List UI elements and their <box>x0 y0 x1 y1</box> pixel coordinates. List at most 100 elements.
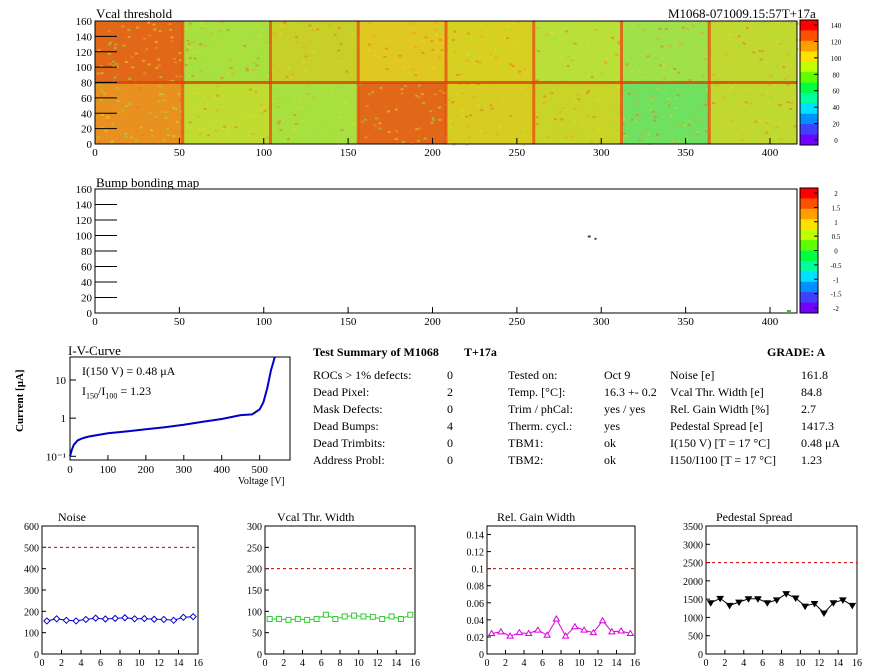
pixel-speckle <box>646 55 650 58</box>
pixel-speckle <box>401 141 405 144</box>
pixel-speckle <box>368 131 372 134</box>
pixel-speckle <box>542 101 546 104</box>
pixel-speckle <box>546 78 550 81</box>
ytick-label: 0.14 <box>467 531 485 542</box>
pixel-speckle <box>465 115 469 118</box>
pixel-speckle <box>630 57 634 60</box>
pixel-speckle <box>209 32 213 35</box>
pixel-speckle <box>96 136 100 139</box>
pixel-speckle <box>156 58 160 61</box>
xtick-label: 14 <box>391 658 401 669</box>
pixel-speckle <box>312 96 316 99</box>
pixel-speckle <box>100 114 104 117</box>
xtick-label: 6 <box>319 658 324 669</box>
data-point <box>52 615 61 623</box>
pixel-speckle <box>203 45 207 48</box>
pixel-speckle <box>413 31 417 34</box>
pixel-speckle <box>740 138 744 141</box>
pixel-speckle <box>614 78 618 81</box>
pixel-speckle <box>570 59 574 62</box>
data-point <box>351 612 358 619</box>
pixel-speckle <box>467 136 471 139</box>
pixel-speckle <box>765 60 769 63</box>
pixel-speckle <box>417 49 421 52</box>
pixel-speckle <box>311 130 315 133</box>
pixel-speckle <box>545 34 549 37</box>
pixel-speckle <box>365 105 369 108</box>
pixel-speckle <box>142 50 146 53</box>
summary-heading: Test Summary of M1068 <box>313 345 439 359</box>
pixel-speckle <box>683 51 687 54</box>
pixel-speckle <box>492 43 496 46</box>
palette-tick-label: 0 <box>834 248 838 256</box>
series-line <box>491 617 631 637</box>
pixel-speckle <box>255 36 259 39</box>
pixel-speckle <box>266 27 270 30</box>
pixel-speckle <box>113 47 117 50</box>
pixel-speckle <box>625 32 629 35</box>
pixel-speckle <box>616 53 620 56</box>
pixel-speckle <box>644 46 648 49</box>
pixel-speckle <box>112 39 116 42</box>
pixel-speckle <box>664 28 668 31</box>
pixel-speckle <box>298 34 302 37</box>
xtick-label: 8 <box>118 658 123 669</box>
pixel-speckle <box>253 61 257 64</box>
pixel-speckle <box>290 73 294 76</box>
map2-title: Bump bonding map <box>96 175 200 190</box>
map-ytick-label: 160 <box>76 184 93 196</box>
pixel-speckle <box>371 91 375 94</box>
pixel-speckle <box>550 32 554 35</box>
pixel-speckle <box>220 77 224 80</box>
xtick-label: 8 <box>779 658 784 669</box>
vcal-palette: 140 120 100 80 60 40 20 0 <box>799 19 842 146</box>
pixel-speckle <box>642 40 646 43</box>
data-point <box>626 629 635 637</box>
chart-frame <box>264 525 416 655</box>
pixel-speckle <box>282 21 286 24</box>
pixel-speckle <box>404 31 408 34</box>
pixel-speckle <box>603 93 607 96</box>
pixel-speckle <box>171 46 175 49</box>
pixel-speckle <box>284 115 288 118</box>
pixel-speckle <box>647 65 651 68</box>
map-xtick-label: 300 <box>593 316 610 328</box>
palette-tick-label: -2 <box>833 305 839 313</box>
pixel-speckle <box>182 133 186 136</box>
pixel-speckle <box>656 37 660 40</box>
pixel-speckle <box>489 104 493 107</box>
pixel-speckle <box>350 40 354 43</box>
pixel-speckle <box>256 72 260 75</box>
pixel-speckle <box>530 126 534 129</box>
pixel-speckle <box>195 39 199 42</box>
pixel-speckle <box>663 89 667 92</box>
roc-chart-2: 0 2 4 6 8 10 12 14 16 0 0.02 0.04 0.06 0.08 0.1 0.12 0.1… <box>467 525 640 669</box>
pixel-speckle <box>354 111 358 114</box>
pixel-speckle <box>583 47 587 50</box>
pixel-speckle <box>127 36 131 39</box>
pixel-speckle <box>383 55 387 58</box>
pixel-speckle <box>310 63 314 66</box>
pixel-speckle <box>107 52 111 55</box>
pixel-speckle <box>639 45 643 48</box>
pixel-speckle <box>700 31 704 34</box>
pixel-speckle <box>725 84 729 87</box>
roc-chart-1: 0 2 4 6 8 10 12 14 16 0 50 100 150 200 250 300 <box>247 522 420 669</box>
pixel-speckle <box>161 93 165 96</box>
pixel-speckle <box>192 41 196 44</box>
pixel-speckle <box>441 27 445 30</box>
pixel-speckle <box>688 79 692 82</box>
iv-ratio-label: I150/I100 = 1.23 <box>82 384 152 401</box>
pixel-speckle <box>550 92 554 95</box>
pixel-speckle <box>404 30 408 33</box>
pixel-speckle <box>465 59 469 62</box>
pixel-speckle <box>225 28 229 31</box>
pixel-speckle <box>786 101 790 104</box>
pixel-speckle <box>144 48 148 51</box>
pixel-speckle <box>466 53 470 56</box>
palette-swatch <box>800 51 818 63</box>
pixel-speckle <box>577 98 581 101</box>
pixel-speckle <box>305 84 309 87</box>
pixel-speckle <box>553 51 557 54</box>
xtick-label: 14 <box>612 658 622 669</box>
